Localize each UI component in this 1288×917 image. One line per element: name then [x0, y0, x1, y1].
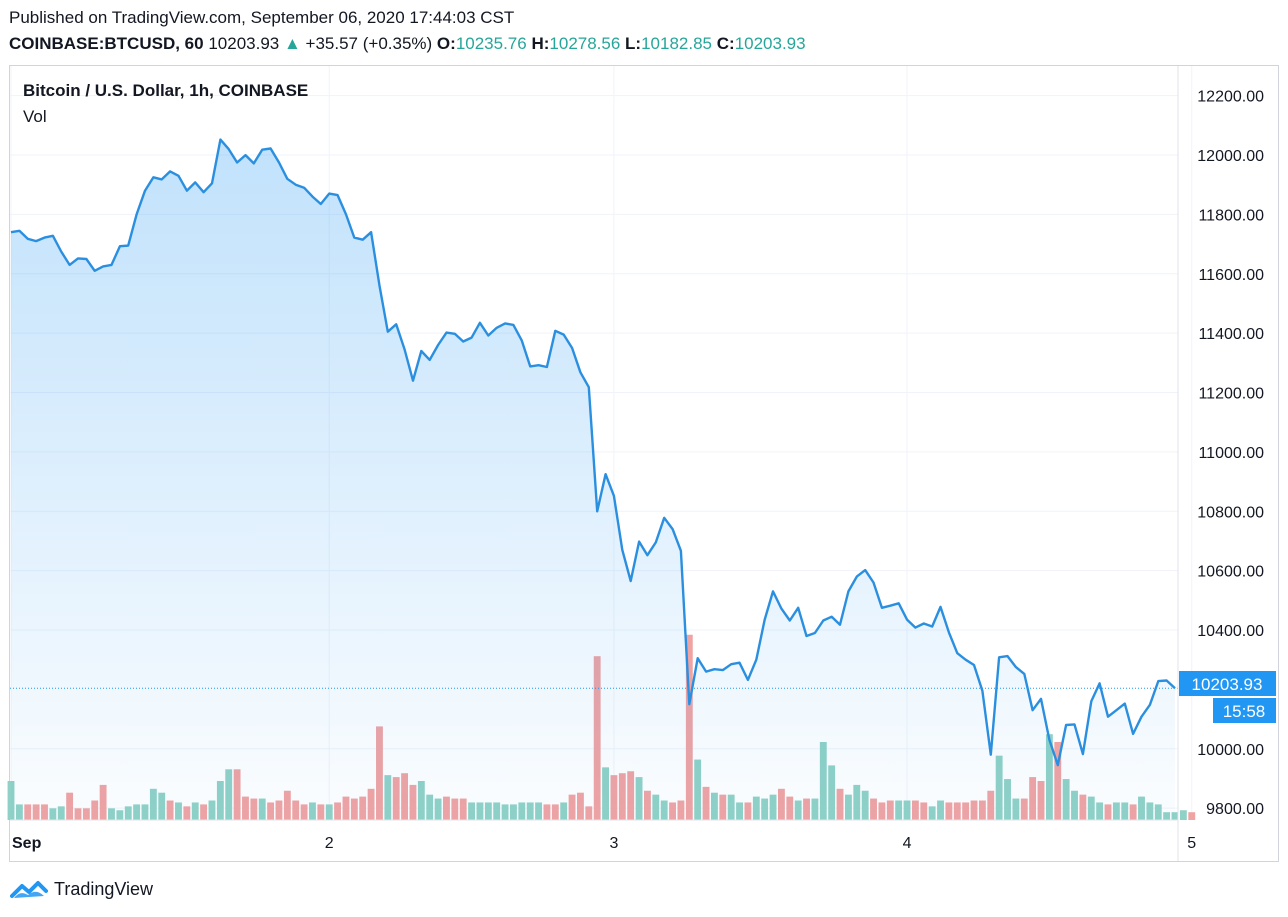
tradingview-cloud-icon	[10, 881, 48, 898]
last-price-tag-value: 10203.93	[1192, 675, 1263, 694]
close-label: C:	[716, 34, 735, 53]
price-axis-tick-label: 10800.00	[1197, 504, 1264, 521]
price-axis-tick-label: 10000.00	[1197, 742, 1264, 759]
volume-legend[interactable]: Vol	[23, 107, 47, 126]
high-value: 10278.56	[549, 34, 621, 53]
open-value: 10235.76	[455, 34, 527, 53]
time-axis-tick-label: 4	[903, 835, 912, 852]
open-label: O:	[436, 34, 456, 53]
price-axis-tick-label: 12000.00	[1197, 148, 1264, 165]
chart-frame[interactable]	[9, 65, 1279, 862]
time-axis-tick-label: 3	[609, 835, 618, 852]
price-axis-tick-label: 10600.00	[1197, 564, 1264, 581]
last-price: 10203.93	[208, 34, 280, 53]
bar-countdown: 15:58	[1223, 702, 1266, 721]
price-axis-tick-label: 12200.00	[1197, 89, 1264, 106]
up-triangle-icon: ▲	[283, 34, 301, 53]
time-axis-tick-label: 2	[325, 835, 334, 852]
symbol-label: COINBASE:BTCUSD, 60	[9, 34, 204, 53]
price-line	[10, 138, 1176, 767]
price-area-fill	[11, 139, 1175, 821]
price-axis-tick-label: 11400.00	[1198, 326, 1264, 343]
tradingview-logo[interactable]: TradingView	[10, 878, 153, 900]
price-axis-tick-label: 11200.00	[1198, 386, 1264, 403]
price-change: +35.57 (+0.35%)	[305, 34, 433, 53]
close-value: 10203.93	[734, 34, 806, 53]
price-axis[interactable]: 12200.00 12000.00 11800.00 11600.00 11400.00…	[1197, 89, 1264, 818]
price-axis-tick-label: 9800.00	[1206, 801, 1264, 818]
time-axis[interactable]: Sep23456	[12, 835, 1288, 852]
last-price-tag: 10203.93 15:58	[1179, 671, 1276, 723]
volume-bar	[1188, 812, 1196, 820]
symbol-ohlc-bar: COINBASE:BTCUSD, 60 10203.93 ▲ +35.57 (+…	[9, 34, 806, 54]
high-label: H:	[531, 34, 550, 53]
price-axis-tick-label: 10400.00	[1197, 623, 1264, 640]
price-axis-tick-label: 11600.00	[1198, 267, 1264, 284]
chart-legend-title[interactable]: Bitcoin / U.S. Dollar, 1h, COINBASE	[23, 81, 309, 100]
price-axis-tick-label: 11800.00	[1198, 207, 1264, 224]
low-value: 10182.85	[641, 34, 712, 53]
volume-bar	[1179, 810, 1187, 820]
published-caption: Published on TradingView.com, September …	[9, 8, 515, 27]
low-label: L:	[625, 34, 642, 53]
time-axis-tick-label: 5	[1187, 835, 1196, 852]
price-axis-tick-label: 11000.00	[1198, 445, 1264, 462]
time-axis-tick-label: Sep	[12, 835, 42, 852]
footer-brand: TradingView	[54, 878, 154, 899]
